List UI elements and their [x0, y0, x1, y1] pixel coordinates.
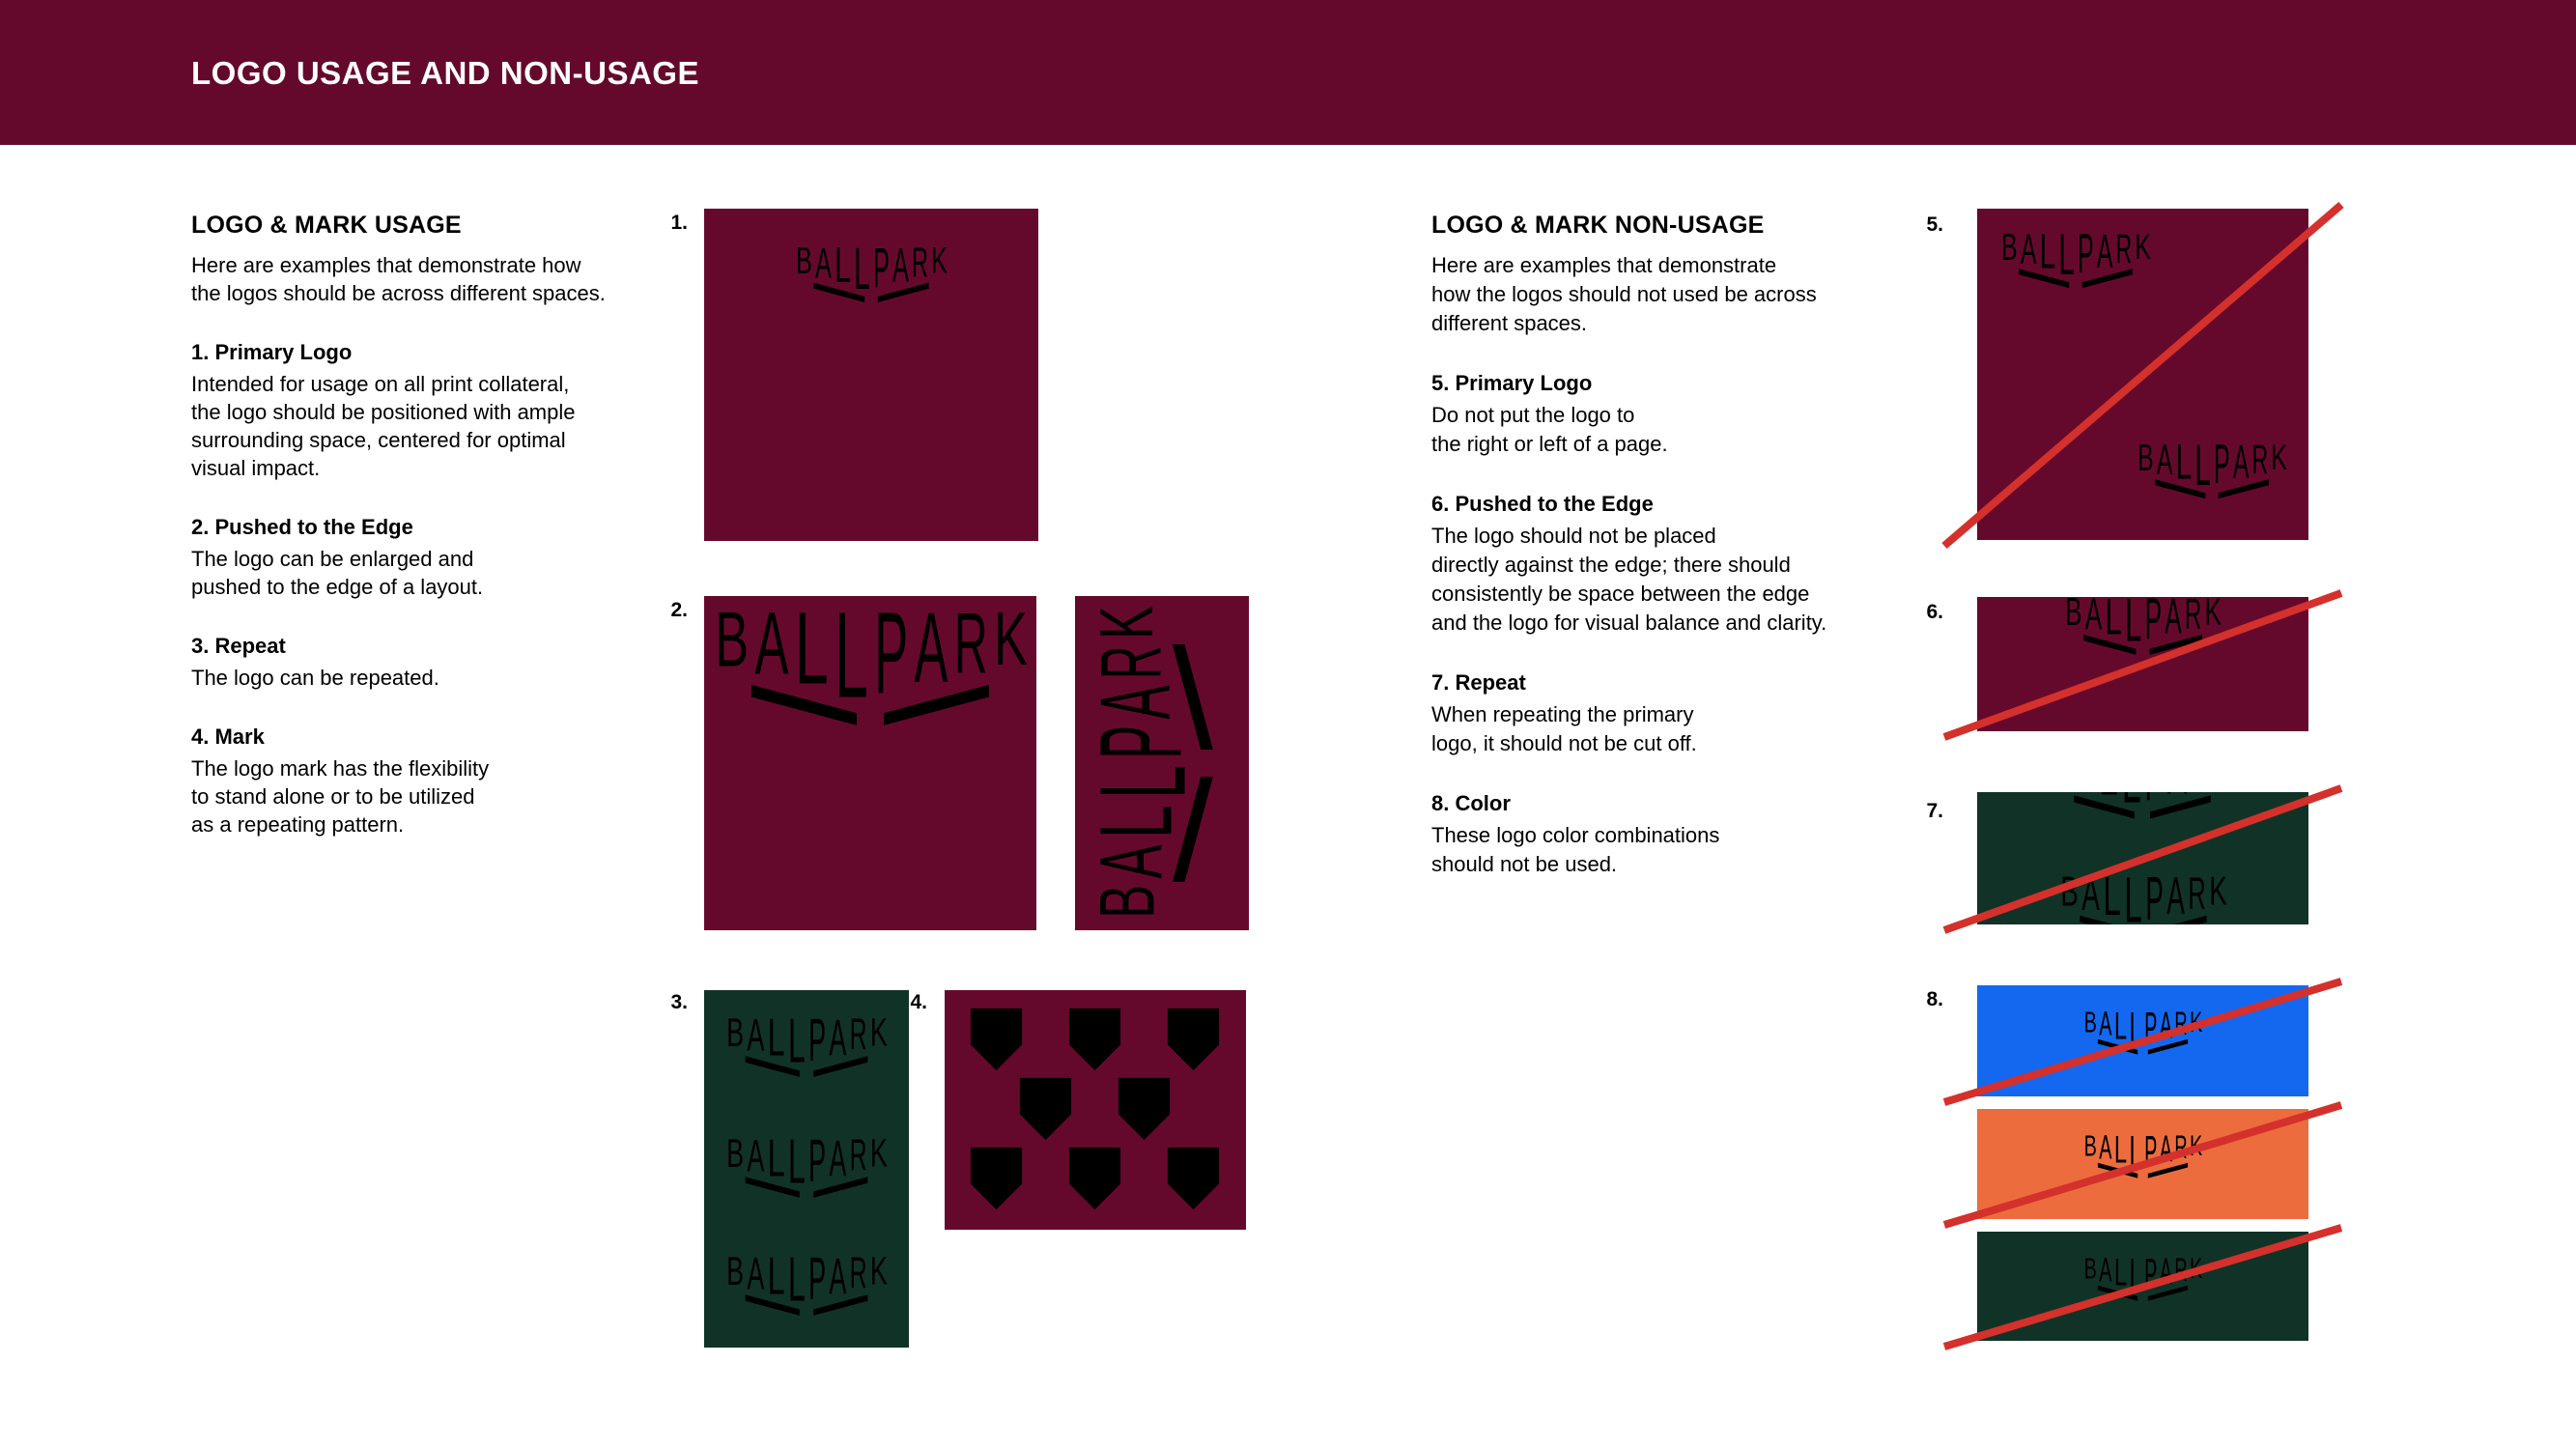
example-3-tile — [704, 990, 909, 1348]
ballpark-logo-vertical — [1091, 606, 1213, 919]
page-title: LOGO USAGE AND NON-USAGE — [191, 55, 699, 91]
non-usage-intro: Here are examples that demonstrate how t… — [1431, 253, 1817, 335]
example-4-label: 4. — [910, 991, 927, 1013]
example-5-label: 5. — [1926, 213, 1943, 236]
ballpark-logo — [726, 1014, 888, 1077]
usage-section-3-title: 3. Repeat — [191, 634, 286, 658]
ballpark-logo-cut-top — [2052, 792, 2233, 819]
non-usage-section-6-title: 6. Pushed to the Edge — [1431, 492, 1654, 516]
b-mark-icon — [1167, 1008, 1220, 1071]
example-4-tile — [945, 990, 1246, 1230]
example-8-orange-tile — [1977, 1109, 2308, 1219]
non-usage-section-7-body: When repeating the primary logo, it shou… — [1431, 702, 1697, 755]
ballpark-logo — [726, 1135, 888, 1198]
example-2-vertical-banner — [1075, 596, 1249, 930]
example-7-tile — [1977, 792, 2308, 924]
ballpark-logo — [2083, 1255, 2203, 1301]
non-usage-heading: LOGO & MARK NON-USAGE — [1431, 212, 1765, 239]
usage-heading: LOGO & MARK USAGE — [191, 212, 462, 239]
example-1-tile — [704, 209, 1038, 541]
example-3-repeat — [704, 990, 909, 1348]
usage-section-2-title: 2. Pushed to the Edge — [191, 515, 413, 539]
usage-section-1-body: Intended for usage on all print collater… — [191, 372, 576, 480]
example-7-label: 7. — [1926, 800, 1943, 822]
non-usage-section-8-title: 8. Color — [1431, 791, 1511, 815]
b-mark-icon — [1068, 1008, 1121, 1071]
example-7-nonusage-repeat — [1977, 792, 2308, 924]
example-2-pushed-to-edge — [704, 596, 1036, 930]
rotated-logo-wrapper — [1091, 604, 1232, 923]
example-8-blue-tile — [1977, 985, 2308, 1096]
example-2-tile — [704, 596, 1036, 930]
usage-section-3-body: The logo can be repeated. — [191, 666, 439, 690]
example-2-label: 2. — [670, 599, 688, 621]
example-5-nonusage-primary — [1977, 209, 2308, 540]
ballpark-logo — [2083, 1132, 2203, 1179]
example-6-label: 6. — [1926, 601, 1943, 623]
example-8-nonusage-color-orange — [1977, 1109, 2308, 1219]
non-usage-section-7-title: 7. Repeat — [1431, 670, 1526, 695]
non-usage-column: LOGO & MARK NON-USAGE Here are examples … — [1431, 212, 1885, 879]
example-2-vertical-tile — [1075, 596, 1249, 930]
ballpark-logo — [2065, 597, 2222, 655]
usage-intro: Here are examples that demonstrate how t… — [191, 253, 606, 305]
ballpark-logo — [726, 1253, 888, 1316]
example-1-label: 1. — [670, 212, 688, 234]
example-3-label: 3. — [670, 991, 688, 1013]
non-usage-section-8-body: These logo color combinations should not… — [1431, 823, 1720, 876]
example-8-nonusage-color-blue — [1977, 985, 2308, 1096]
usage-section-1-title: 1. Primary Logo — [191, 340, 353, 364]
ballpark-logo — [2137, 440, 2287, 499]
usage-section-4-body: The logo mark has the flexibility to sta… — [191, 756, 490, 837]
ballpark-logo — [2083, 1009, 2203, 1055]
example-5-tile — [1977, 209, 2308, 540]
non-usage-section-5-title: 5. Primary Logo — [1431, 371, 1593, 395]
ballpark-logo-cut-bottom — [2060, 872, 2227, 924]
b-mark-icon — [970, 1147, 1023, 1210]
usage-column: LOGO & MARK USAGE Here are examples that… — [191, 212, 645, 838]
example-6-nonusage-edge — [1977, 597, 2308, 731]
example-4-mark-pattern — [945, 990, 1246, 1230]
b-mark-icon — [1019, 1077, 1072, 1141]
page-header-bar: LOGO USAGE AND NON-USAGE — [0, 0, 2576, 145]
b-mark-icon — [1068, 1147, 1121, 1210]
non-usage-section-5-body: Do not put the logo to the right or left… — [1431, 403, 1668, 456]
ballpark-logo — [2001, 230, 2151, 289]
example-6-tile — [1977, 597, 2308, 731]
b-mark-icon — [1118, 1077, 1171, 1141]
b-mark-icon — [1167, 1147, 1220, 1210]
example-1-primary-logo — [704, 209, 1038, 541]
non-usage-section-6-body: The logo should not be placed directly a… — [1431, 524, 1827, 635]
usage-section-4-title: 4. Mark — [191, 724, 265, 749]
example-8-nonusage-color-green — [1977, 1232, 2308, 1341]
ballpark-logo — [796, 243, 948, 303]
usage-section-2-body: The logo can be enlarged and pushed to t… — [191, 547, 484, 599]
ballpark-logo — [715, 604, 1028, 725]
example-8-label: 8. — [1926, 988, 1943, 1010]
b-mark-icon — [970, 1008, 1023, 1071]
example-8-green-tile — [1977, 1232, 2308, 1341]
